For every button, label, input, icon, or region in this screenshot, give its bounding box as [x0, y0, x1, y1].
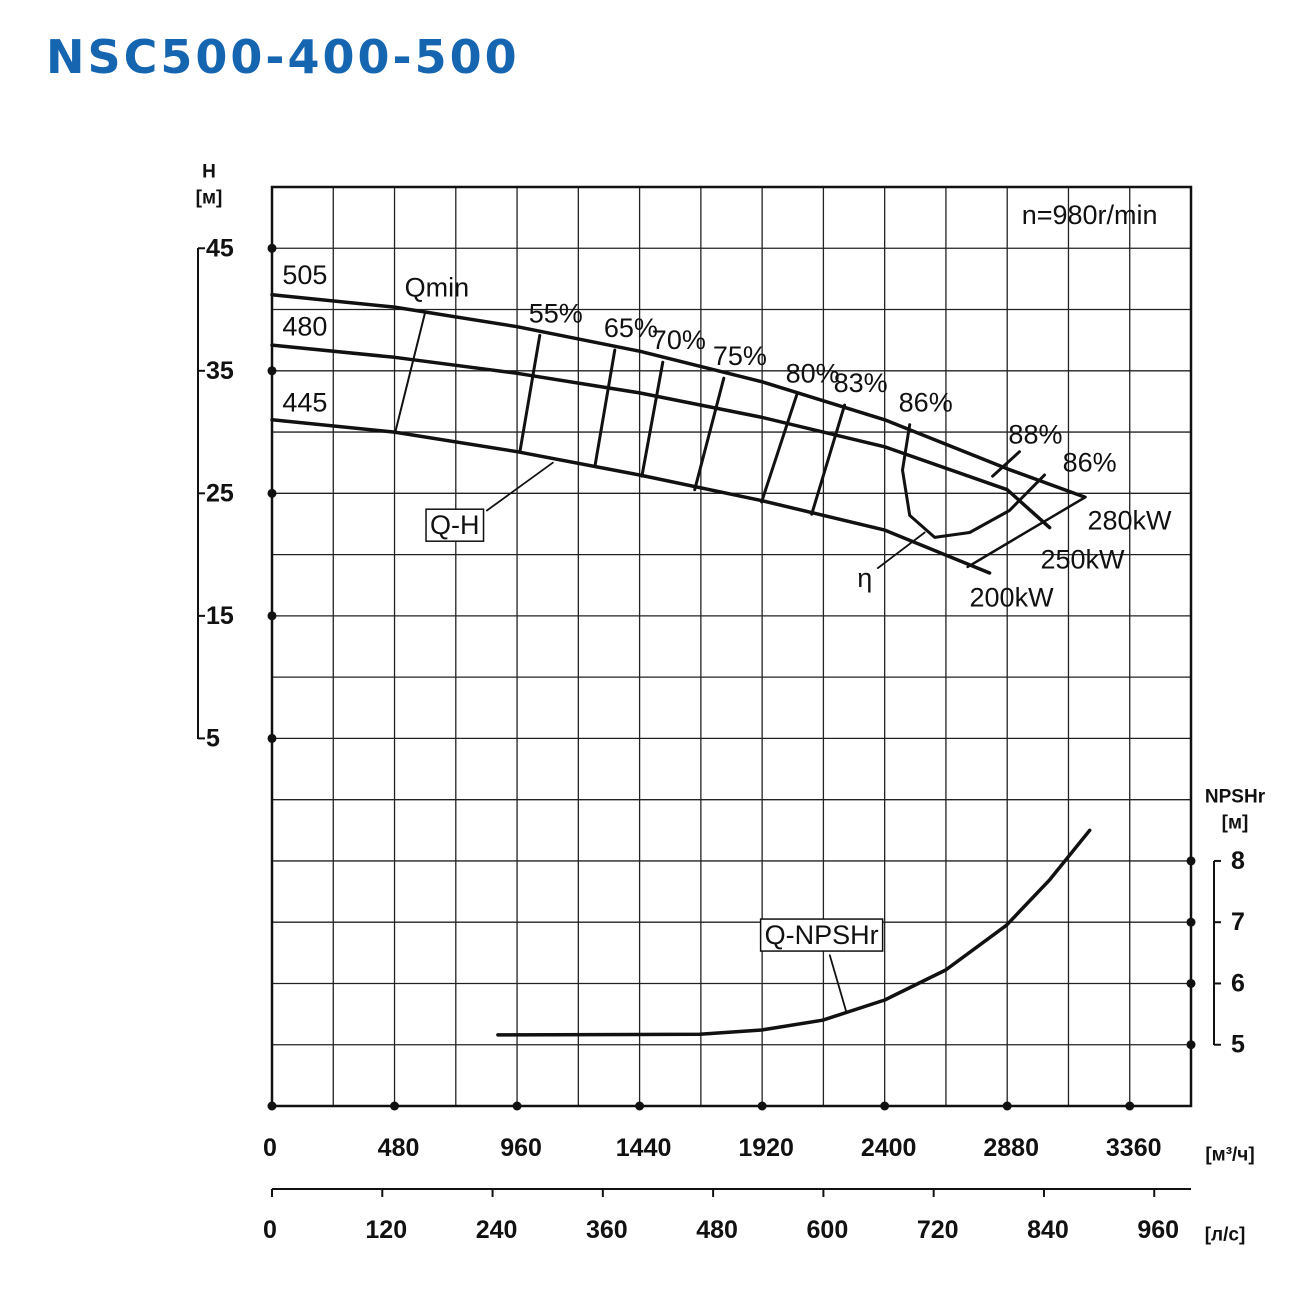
y2-axis-label: NPSHr [1205, 787, 1266, 808]
y2-tick-dot [1186, 978, 1196, 988]
efficiency-label: 70% [652, 325, 706, 355]
annotation: 200kW [970, 582, 1055, 612]
efficiency-line [640, 360, 665, 478]
plot-frame [270, 185, 1193, 1108]
series-line [496, 828, 1092, 1037]
annotation: 280kW [1087, 505, 1172, 535]
x-tick-label: 3360 [1106, 1134, 1162, 1162]
x2-tick-label: 360 [586, 1216, 628, 1244]
x2-tick-label: 0 [263, 1216, 277, 1244]
efficiency-line [810, 403, 847, 516]
y2-tick-dot [1186, 856, 1196, 866]
y2-tick-label: 7 [1231, 908, 1245, 936]
efficiency-label: 86% [899, 388, 953, 418]
y-tick-dot [267, 733, 277, 743]
callout-label: Q-NPSHr [765, 920, 879, 950]
annotation: 86% [1063, 448, 1117, 478]
x-tick-dot [390, 1101, 400, 1111]
y-axis-unit: [м] [196, 188, 223, 209]
x2-tick-label: 720 [917, 1216, 959, 1244]
y2-tick-dot [1186, 1040, 1196, 1050]
efficiency-line [991, 450, 1021, 478]
y2-axis-unit: [м] [1222, 813, 1249, 834]
efficiency-label: 88% [1008, 420, 1062, 450]
callout-box [425, 508, 485, 542]
x2-tick-label: 120 [365, 1216, 407, 1244]
x-tick-label: 2400 [861, 1134, 917, 1162]
qmin-line [394, 312, 426, 435]
series-label: 445 [282, 388, 327, 418]
power-line [966, 495, 1087, 569]
chart-title: NSC500-400-500 [46, 30, 520, 84]
efficiency-line [693, 376, 726, 492]
x-axis-unit: [м³/ч] [1205, 1145, 1254, 1166]
series-label: 505 [282, 260, 327, 290]
callout-leader [828, 954, 848, 1014]
series-label: 480 [282, 312, 327, 342]
y-tick-label: 35 [206, 357, 234, 385]
x-tick-dot [880, 1101, 890, 1111]
x2-tick-label: 840 [1027, 1216, 1069, 1244]
callout-leader [486, 461, 554, 512]
y-tick-label: 5 [206, 724, 220, 752]
efficiency-line [760, 393, 799, 504]
x-tick-label: 1440 [616, 1134, 672, 1162]
y2-tick-label: 5 [1231, 1031, 1245, 1059]
efficiency-label: 65% [604, 313, 658, 343]
callout-label: Q-H [430, 510, 480, 540]
y-tick-dot [267, 243, 277, 253]
x-tick-label: 1920 [738, 1134, 794, 1162]
y2-tick-dot [1186, 917, 1196, 927]
efficiency-label: 83% [834, 368, 888, 398]
y2-tick-label: 8 [1231, 847, 1245, 875]
y-tick-label: 25 [206, 479, 234, 507]
efficiency-label: 55% [529, 298, 583, 328]
y-tick-label: 15 [206, 602, 234, 630]
efficiency-line [901, 423, 1046, 539]
efficiency-label: 80% [786, 358, 840, 388]
x-tick-dot [635, 1101, 645, 1111]
callout-box [759, 918, 884, 952]
y-tick-dot [267, 488, 277, 498]
x-tick-dot [267, 1101, 277, 1111]
y-tick-label: 45 [206, 234, 234, 262]
x-tick-label: 0 [263, 1134, 277, 1162]
efficiency-label: 75% [713, 341, 767, 371]
x-tick-dot [1125, 1101, 1135, 1111]
x2-tick-label: 480 [696, 1216, 738, 1244]
x-tick-label: 2880 [983, 1134, 1039, 1162]
x2-axis-unit: [л/с] [1205, 1225, 1246, 1246]
y-tick-dot [267, 366, 277, 376]
qmin-label: Qmin [405, 272, 470, 302]
efficiency-line [518, 333, 542, 454]
x2-tick-label: 600 [807, 1216, 849, 1244]
x-tick-dot [757, 1101, 767, 1111]
x-tick-label: 480 [378, 1134, 420, 1162]
x2-tick-label: 240 [476, 1216, 518, 1244]
x-tick-dot [1002, 1101, 1012, 1111]
series-line [270, 343, 1052, 530]
x-tick-dot [512, 1101, 522, 1111]
series-line [270, 418, 992, 575]
efficiency-line [593, 348, 617, 468]
callout-label: η [857, 563, 872, 593]
y2-tick-label: 6 [1231, 969, 1245, 997]
speed-label: n=980r/min [1022, 200, 1158, 230]
series-line [270, 293, 1087, 499]
y-tick-dot [267, 611, 277, 621]
callout-leader [876, 531, 926, 569]
x2-tick-label: 960 [1137, 1216, 1179, 1244]
x-tick-label: 960 [500, 1134, 542, 1162]
annotation: 250kW [1040, 545, 1125, 575]
y-axis-label: H [202, 162, 216, 183]
